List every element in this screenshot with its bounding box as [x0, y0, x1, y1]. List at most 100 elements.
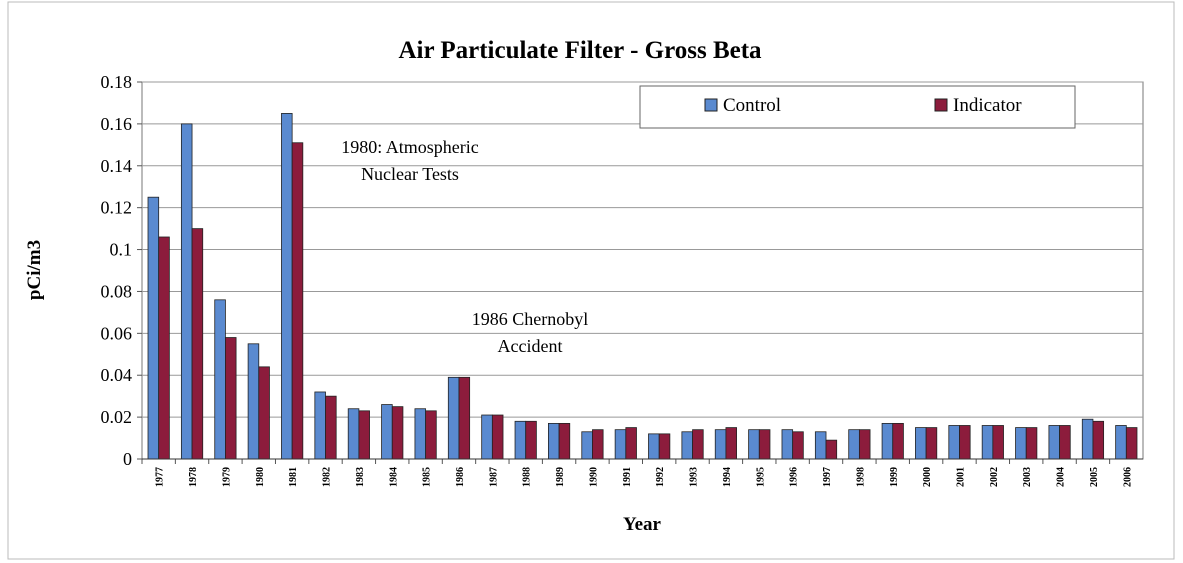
bar: [425, 410, 437, 460]
annotation: 1980: Atmospheric: [341, 137, 479, 157]
bar: [481, 414, 493, 460]
y-tick-label: 0.08: [101, 281, 133, 301]
bar: [792, 431, 804, 460]
x-tick-label: 1988: [522, 467, 533, 487]
x-tick-label: 1984: [388, 467, 399, 487]
bar: [1115, 425, 1127, 460]
bar: [925, 427, 938, 460]
x-tick-label: 1993: [689, 467, 700, 487]
bar: [314, 391, 326, 460]
x-tick-label: 1983: [355, 467, 366, 487]
bar: [391, 406, 404, 460]
bar: [1025, 427, 1038, 460]
x-tick-label: 1978: [188, 467, 199, 487]
bar: [548, 422, 560, 460]
bar: [414, 408, 427, 460]
y-tick-label: 0.16: [101, 114, 133, 134]
bar: [581, 431, 593, 460]
bar: [347, 408, 360, 460]
bar: [658, 433, 671, 460]
bar: [325, 395, 337, 460]
x-tick-label: 1986: [455, 467, 466, 487]
bar: [258, 366, 270, 460]
bar: [358, 410, 370, 460]
bar: [592, 429, 604, 460]
y-tick-label: 0.04: [101, 365, 133, 385]
bar: [525, 420, 537, 460]
bar: [915, 427, 927, 460]
x-tick-label: 1997: [822, 467, 833, 487]
y-tick-label: 0.12: [101, 198, 133, 218]
x-tick-label: 2006: [1122, 467, 1133, 487]
bar: [881, 422, 894, 460]
bar: [981, 425, 994, 460]
x-tick-label: 2002: [989, 467, 1000, 487]
bar: [191, 228, 204, 460]
y-tick-label: 0.02: [101, 407, 133, 427]
bar: [648, 433, 660, 460]
x-tick-label: 1982: [322, 467, 333, 487]
x-tick-label: 1980: [255, 467, 266, 487]
bar: [1015, 427, 1027, 460]
bar: [491, 414, 504, 460]
bar: [959, 425, 971, 460]
x-tick-label: 1985: [422, 467, 433, 487]
bar: [1059, 425, 1071, 460]
x-tick-label: 1994: [722, 467, 733, 487]
bar: [992, 425, 1004, 460]
legend-label: Control: [723, 95, 781, 116]
y-axis-label: pCi/m3: [24, 240, 45, 300]
bar: [858, 429, 871, 460]
bar: [247, 343, 260, 460]
x-tick-label: 1989: [555, 467, 566, 487]
bar: [291, 142, 304, 460]
x-tick-label: 2001: [955, 467, 966, 487]
bar: [1092, 420, 1105, 460]
x-tick-label: 2003: [1022, 467, 1033, 487]
legend-swatch: [934, 98, 948, 112]
bar: [892, 422, 904, 460]
y-tick-label: 0.06: [101, 323, 133, 343]
bar: [1081, 418, 1094, 460]
annotation: Accident: [498, 336, 563, 356]
x-tick-label: 1979: [221, 467, 232, 487]
x-axis-label: Year: [623, 514, 662, 535]
x-tick-label: 1995: [755, 467, 766, 487]
annotation: 1986 Chernobyl: [472, 309, 589, 329]
bar: [748, 429, 760, 460]
bar: [225, 337, 237, 460]
bar: [825, 439, 838, 460]
chart-title: Air Particulate Filter - Gross Beta: [398, 37, 762, 64]
bar: [214, 299, 226, 460]
x-tick-label: 2000: [922, 467, 933, 487]
y-tick-label: 0.1: [110, 240, 133, 260]
bar: [147, 196, 160, 460]
bar: [758, 429, 771, 460]
bar: [1125, 427, 1138, 460]
bar: [558, 422, 571, 460]
x-tick-label: 1998: [855, 467, 866, 487]
x-tick-label: 1999: [889, 467, 900, 487]
bar: [381, 404, 393, 460]
legend-swatch: [704, 98, 718, 112]
x-tick-label: 1977: [155, 467, 166, 487]
x-tick-label: 1990: [588, 467, 599, 487]
bar: [1048, 425, 1060, 460]
bar: [447, 376, 460, 460]
bar: [781, 429, 794, 460]
bar: [514, 420, 527, 460]
bar: [158, 236, 170, 460]
bar: [814, 431, 827, 460]
bar: [614, 429, 627, 460]
x-tick-label: 1996: [789, 467, 800, 487]
bar: [458, 376, 471, 460]
bar: [625, 427, 637, 460]
bar: [281, 113, 293, 460]
bar: [692, 429, 704, 460]
y-tick-label: 0.18: [101, 72, 133, 92]
x-tick-label: 1981: [288, 467, 299, 487]
plot-area: [141, 81, 1144, 460]
x-tick-label: 1991: [622, 467, 633, 487]
x-tick-label: 2004: [1056, 467, 1067, 487]
